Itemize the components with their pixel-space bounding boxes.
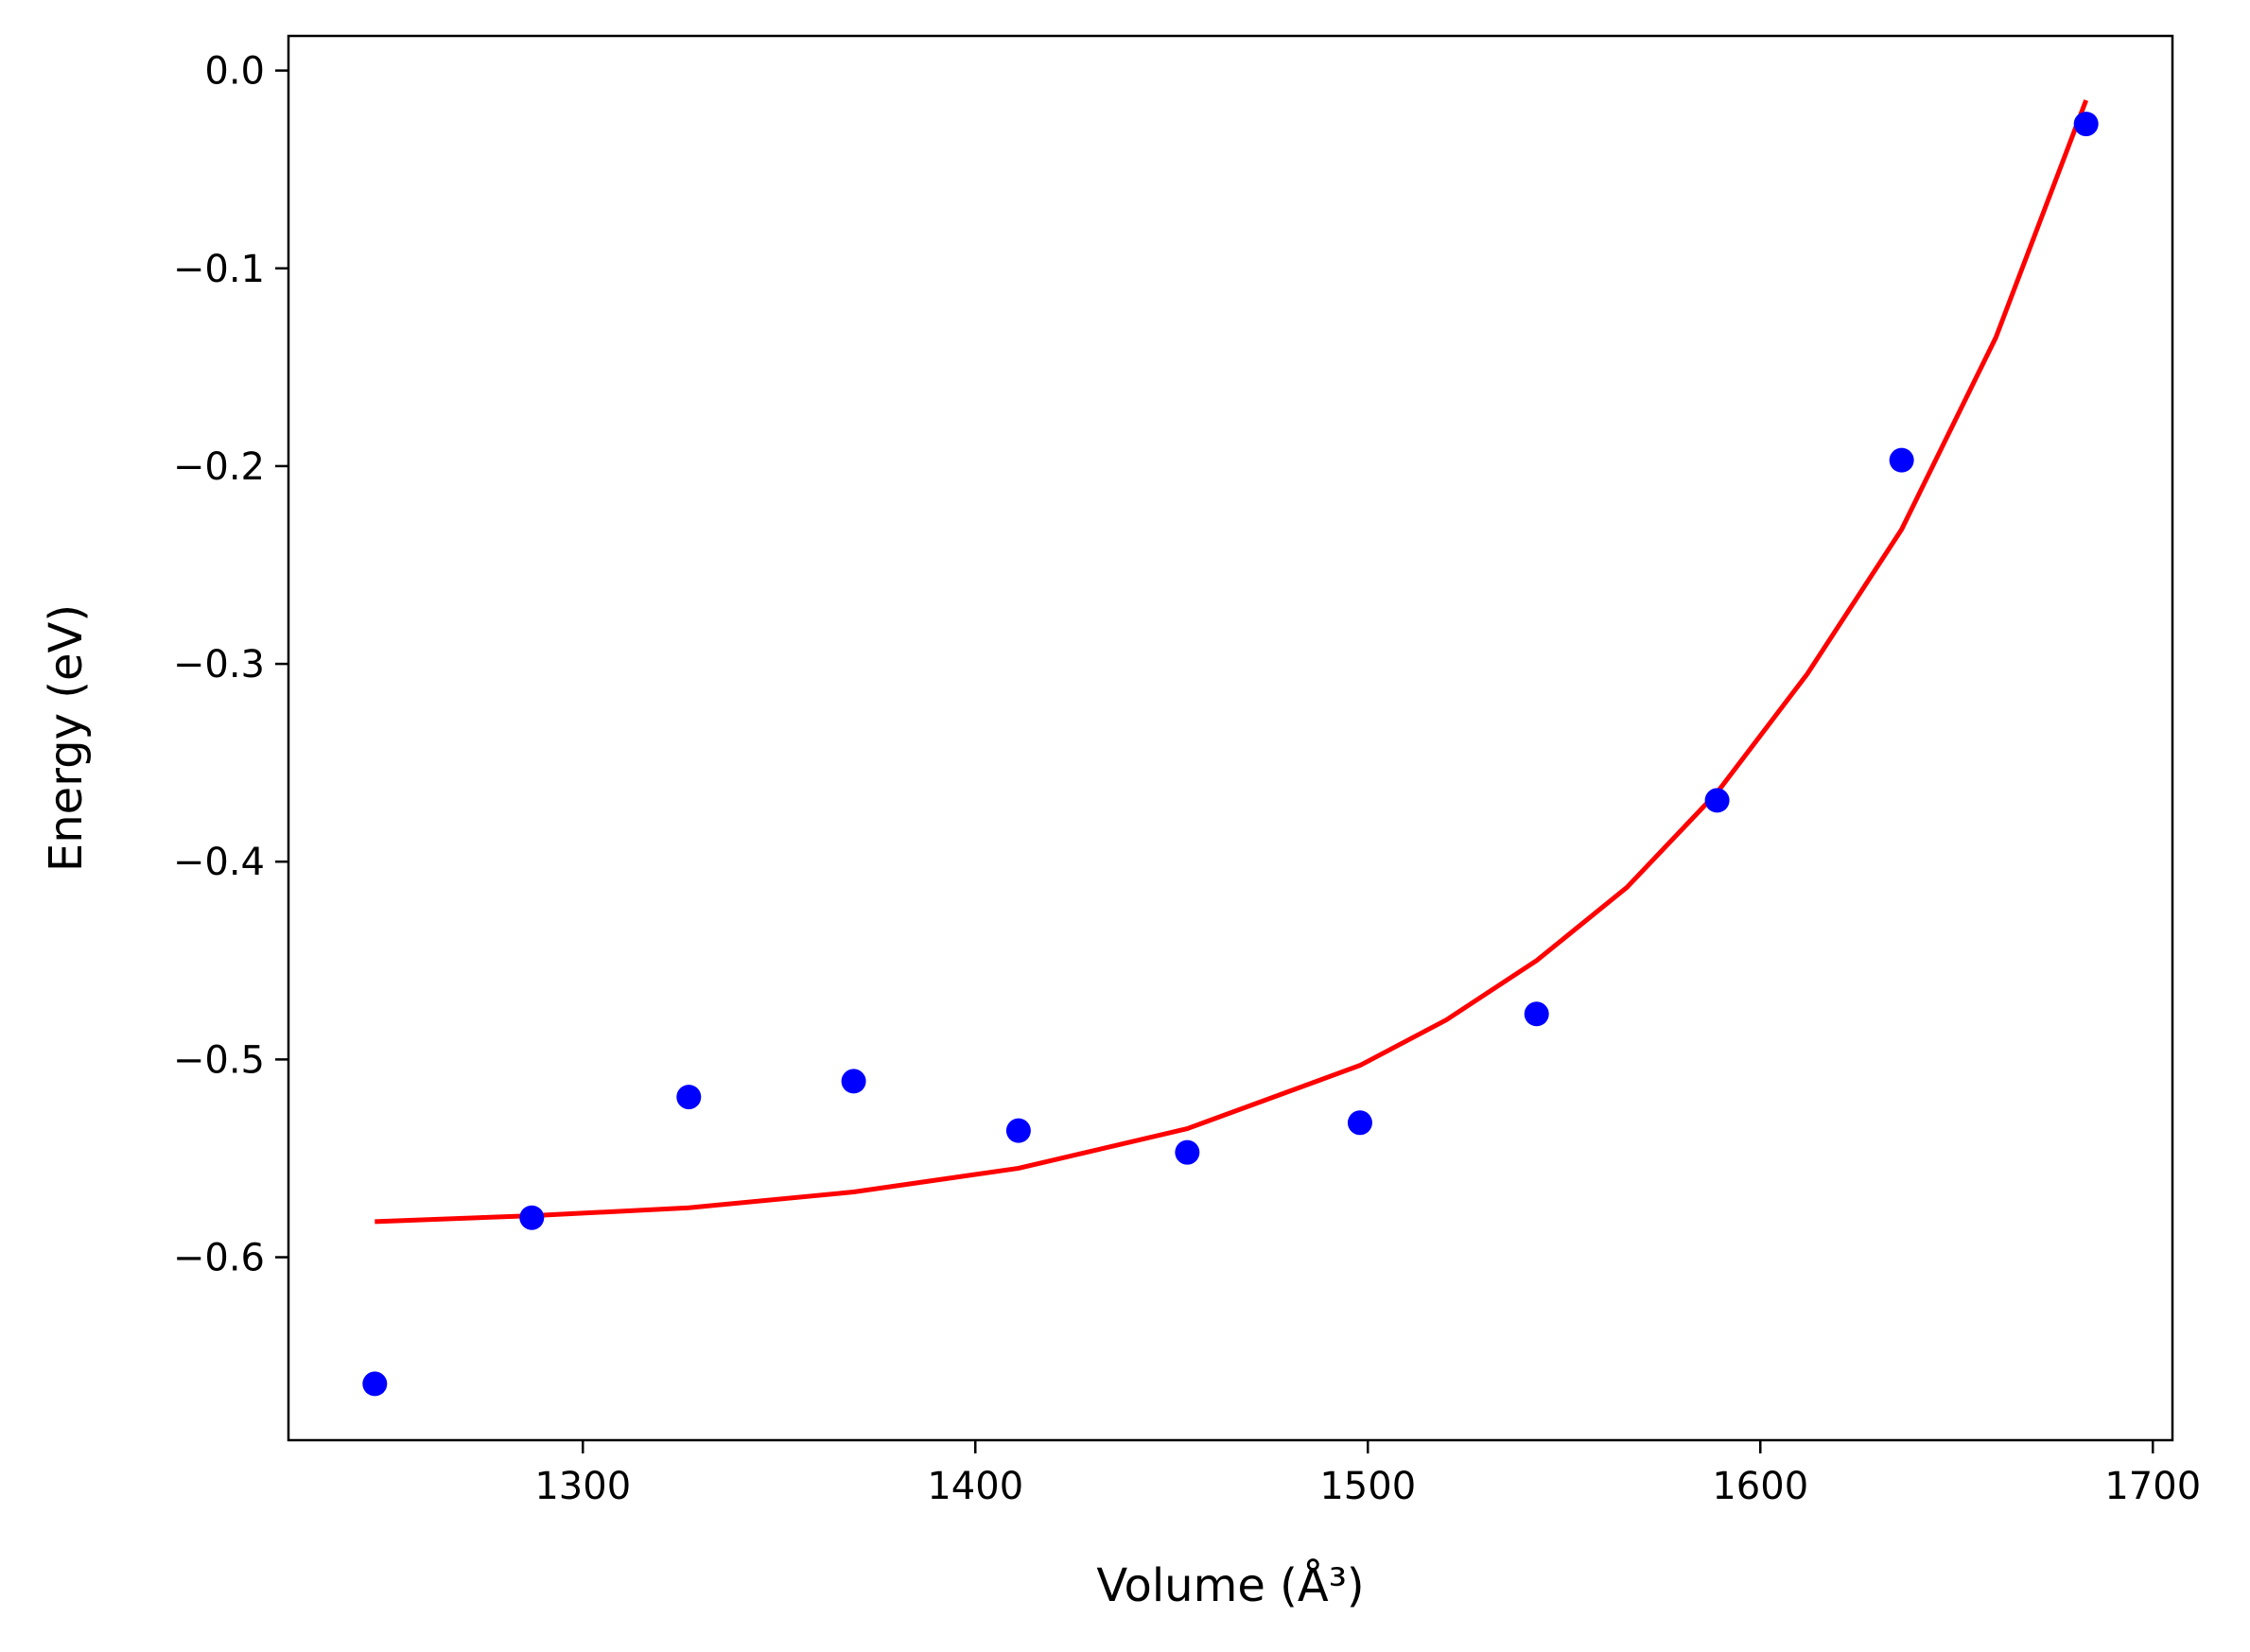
y-tick-label: −0.6 (173, 1237, 265, 1280)
y-axis-title: Energy (eV) (40, 604, 93, 872)
y-tick-label: −0.3 (173, 643, 265, 687)
y-tick-label: −0.5 (173, 1038, 265, 1082)
y-tick-label: 0.0 (204, 50, 265, 94)
x-axis-title: Volume (Å³) (1096, 1558, 1364, 1612)
x-tick-label: 1400 (927, 1465, 1023, 1508)
x-tick-label: 1700 (2104, 1465, 2201, 1508)
axes-frame (287, 34, 2174, 1442)
x-axis: 1300 1400 1500 1600 1700 (534, 1440, 2201, 1508)
data-point (519, 1205, 545, 1230)
x-tick-label: 1600 (1712, 1465, 1808, 1508)
y-tick-label: −0.1 (173, 248, 265, 291)
data-point (841, 1069, 866, 1094)
data-point (1524, 1001, 1549, 1027)
data-point (362, 1371, 388, 1397)
y-tick-label: −0.4 (173, 841, 265, 884)
x-tick-label: 1500 (1319, 1465, 1416, 1508)
data-point (1704, 788, 1730, 813)
fit-curve-line (375, 99, 2089, 1225)
data-point (1889, 447, 1914, 473)
plot-area (287, 34, 2174, 1442)
data-point (676, 1085, 702, 1110)
series-layer (362, 99, 2099, 1397)
data-point (1347, 1110, 1372, 1136)
y-tick-label: −0.2 (173, 445, 265, 489)
data-point (2073, 112, 2099, 137)
data-point (1175, 1139, 1200, 1165)
x-tick-label: 1300 (534, 1465, 631, 1508)
y-axis: 0.0 −0.1 −0.2 −0.3 −0.4 −0.5 −0.6 (173, 50, 288, 1280)
data-point (1005, 1118, 1031, 1143)
